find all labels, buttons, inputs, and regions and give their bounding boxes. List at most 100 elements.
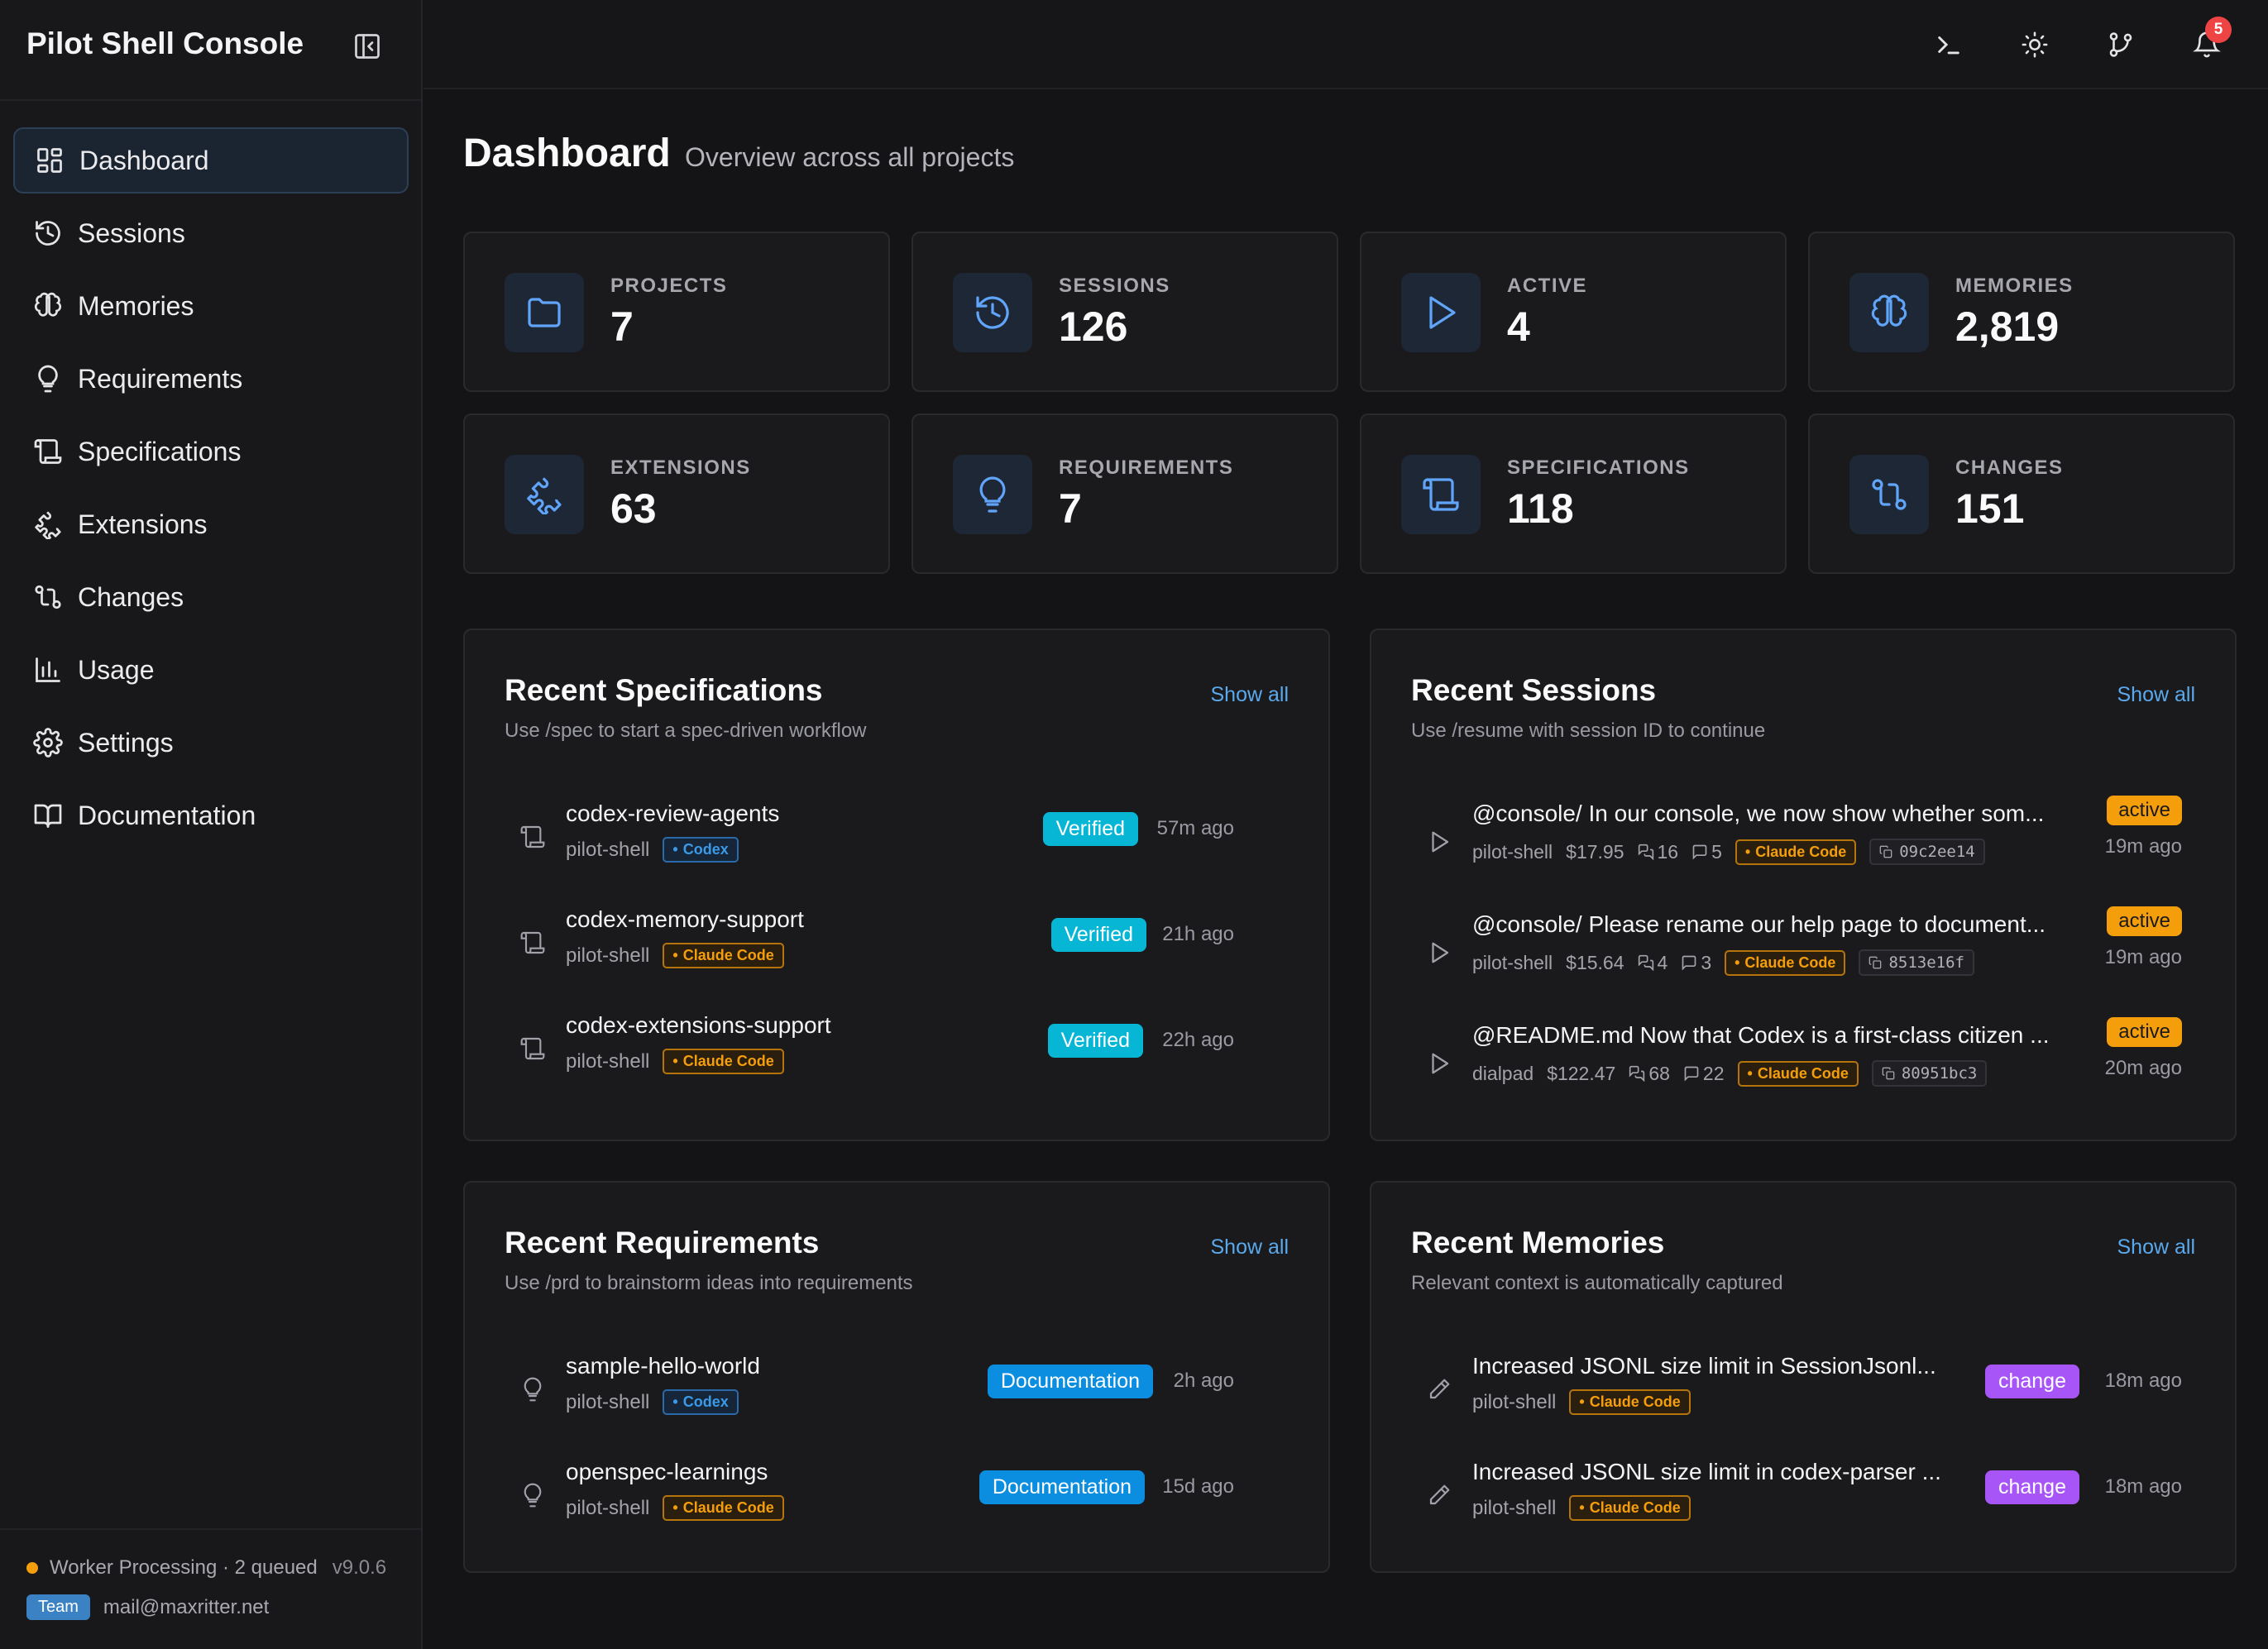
sidebar-item-specifications[interactable]: Specifications [13,418,409,485]
git-compare-icon [31,581,65,614]
session-row[interactable]: @console/ In our console, we now show wh… [1411,796,2199,878]
version-label: v9.0.6 [332,1556,387,1579]
sidebar-item-usage[interactable]: Usage [13,637,409,703]
notifications-button[interactable]: 5 [2185,17,2232,66]
sidebar-item-requirements[interactable]: Requirements [13,346,409,412]
lightbulb-icon [516,1373,549,1406]
session-id[interactable]: 80951bc3 [1871,1060,1988,1087]
project-name: pilot-shell [566,944,650,967]
stat-card-specifications[interactable]: SPECIFICATIONS 118 [1360,413,1787,574]
agent-tag: Claude Code [663,943,784,968]
sidebar-divider [0,99,421,101]
session-hash: 80951bc3 [1901,1064,1978,1083]
gear-icon [31,726,65,759]
stat-card-extensions[interactable]: EXTENSIONS 63 [463,413,890,574]
requirement-meta: pilot-shell Codex [566,1389,739,1415]
sidebar-item-label: Sessions [78,217,185,248]
book-icon [31,799,65,832]
recent-memories-panel: Recent Memories Relevant context is auto… [1370,1181,2237,1573]
agent-tag: Codex [663,1389,739,1415]
session-row[interactable]: @console/ Please rename our help page to… [1411,906,2199,989]
status-badge: change [1984,1365,2079,1398]
message-count: 68 [1629,1063,1670,1085]
spec-meta: pilot-shell Claude Code [566,1049,784,1074]
collapse-sidebar-button[interactable] [352,31,385,61]
spec-meta: pilot-shell Claude Code [566,943,784,968]
stat-label: SPECIFICATIONS [1507,456,1690,479]
list-item[interactable]: sample-hello-world pilot-shell Codex Doc… [505,1348,1292,1431]
brain-icon [1849,273,1929,352]
queue-count: · 2 queued [222,1556,318,1579]
status-badge: Verified [1050,918,1146,952]
theme-toggle-button[interactable] [2013,23,2056,66]
list-item[interactable]: Increased JSONL size limit in SessionJso… [1411,1348,2199,1431]
pencil-icon [1423,1479,1456,1512]
sidebar-item-label: Specifications [78,436,242,466]
show-all-memories-link[interactable]: Show all [2117,1236,2196,1259]
session-id[interactable]: 09c2ee14 [1869,839,1985,865]
sidebar-item-sessions[interactable]: Sessions [13,200,409,266]
sidebar-item-dashboard[interactable]: Dashboard [13,127,409,194]
sidebar-item-documentation[interactable]: Documentation [13,782,409,848]
worker-status: Worker Processing · 2 queued v9.0.6 [26,1556,386,1580]
cost-value: $15.64 [1566,951,1624,973]
stat-value: 7 [610,304,634,350]
session-meta: pilot-shell $15.64 4 3 Claude Code 8513e… [1472,949,1974,976]
sidebar-item-changes[interactable]: Changes [13,564,409,630]
session-title: @console/ In our console, we now show wh… [1472,801,2045,826]
scroll-icon [1401,455,1481,534]
session-cost: $122.47 [1547,1063,1615,1085]
sidebar-item-label: Settings [78,727,174,758]
list-item[interactable]: codex-review-agents pilot-shell Codex Ve… [505,796,1292,878]
messages-icon [1638,954,1653,971]
stat-card-changes[interactable]: CHANGES 151 [1808,413,2235,574]
show-all-sessions-link[interactable]: Show all [2117,683,2196,706]
stat-label: SESSIONS [1059,275,1170,297]
list-item[interactable]: Increased JSONL size limit in codex-pars… [1411,1454,2199,1537]
notification-badge: 5 [2205,17,2232,43]
sidebar-item-settings[interactable]: Settings [13,710,409,776]
page-subtitle: Overview across all projects [685,142,1015,172]
show-all-specifications-link[interactable]: Show all [1210,683,1290,706]
session-id[interactable]: 8513e16f [1859,949,1974,976]
stat-label: PROJECTS [610,275,728,297]
play-icon [1423,825,1456,858]
session-meta: pilot-shell $17.95 16 5 Claude Code 09c2… [1472,839,1985,865]
scroll-icon [516,820,549,853]
comment-icon [1682,955,1696,971]
git-branch-button[interactable] [2099,23,2142,66]
session-row[interactable]: @README.md Now that Codex is a first-cla… [1411,1017,2199,1100]
comment-count-value: 5 [1711,840,1722,863]
timestamp: 19m ago [2104,835,2182,858]
panel-title: Recent Memories [1411,1226,1665,1259]
sidebar-item-label: Extensions [78,509,208,539]
sidebar-item-extensions[interactable]: Extensions [13,491,409,557]
stat-card-active[interactable]: ACTIVE 4 [1360,232,1787,392]
requirement-title: sample-hello-world [566,1353,760,1379]
top-bar: 5 [423,0,2268,89]
memory-meta: pilot-shell Claude Code [1472,1495,1691,1521]
memory-meta: pilot-shell Claude Code [1472,1389,1691,1415]
sun-icon [2022,31,2048,58]
list-item[interactable]: openspec-learnings pilot-shell Claude Co… [505,1454,1292,1537]
sidebar-collapse-icon [355,34,380,59]
show-all-requirements-link[interactable]: Show all [1210,1236,1290,1259]
stat-card-requirements[interactable]: REQUIREMENTS 7 [912,413,1338,574]
spec-meta: pilot-shell Codex [566,837,739,863]
project-name: pilot-shell [1472,1390,1557,1413]
session-hash: 8513e16f [1888,954,1964,972]
stat-card-projects[interactable]: PROJECTS 7 [463,232,890,392]
sidebar-item-memories[interactable]: Memories [13,273,409,339]
stat-card-sessions[interactable]: SESSIONS 126 [912,232,1338,392]
list-item[interactable]: codex-extensions-support pilot-shell Cla… [505,1007,1292,1090]
brain-icon [31,289,65,323]
session-title: @README.md Now that Codex is a first-cla… [1472,1022,2050,1048]
agent-tag: Claude Code [1569,1389,1691,1415]
stat-card-memories[interactable]: MEMORIES 2,819 [1808,232,2235,392]
terminal-button[interactable] [1927,23,1970,66]
comment-count: 22 [1683,1063,1725,1085]
stat-value: 63 [610,485,657,532]
play-icon [1401,273,1481,352]
list-item[interactable]: codex-memory-support pilot-shell Claude … [505,901,1292,984]
folder-icon [505,273,584,352]
